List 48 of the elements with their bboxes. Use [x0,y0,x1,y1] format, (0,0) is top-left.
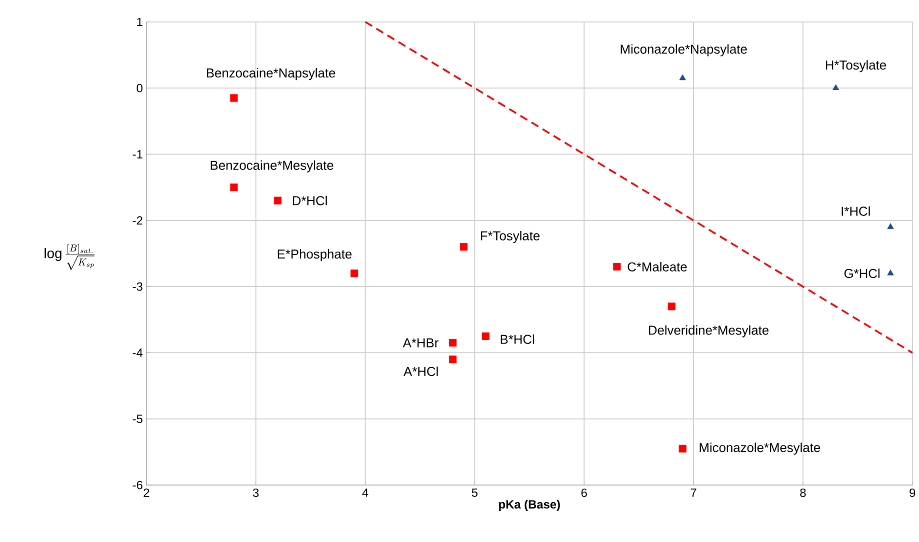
x-tick-label: 6 [581,488,587,498]
x-tick-label: 2 [144,488,150,497]
point [230,94,238,102]
y-axis-title: $\log \frac{[B]_{sat.}}{\sqrt{K_{sp}}}$ [44,244,95,270]
point [832,84,840,90]
annotation: G*HCl [844,268,880,278]
annotation: Benzocaine*Mesylate [210,160,334,172]
x-tick-label: 8 [800,488,806,498]
x-tick-label: 7 [690,488,696,497]
y-tick-label: -3 [132,282,142,291]
point [887,223,894,230]
y-tick-label: 1 [137,18,142,26]
point [482,332,490,340]
point [613,263,621,271]
annotation: Miconazole*Napsylate [620,44,747,56]
x-axis-title: pKa (Base) [499,500,560,512]
y-tick-label: -6 [132,480,142,490]
y-tick-label: -5 [132,414,142,424]
y-tick-label: -4 [132,348,143,357]
annotation: I*HCl [842,206,870,216]
point [460,243,468,251]
y-tick-label: 0 [136,84,142,92]
point [887,270,894,276]
annotation: C*Maleate [628,262,687,272]
x-tick-label: 9 [910,488,916,498]
annotation: B*HCl [500,334,534,344]
annotation: E*Phosphate [278,249,352,262]
annotation: F*Tosylate [480,230,540,243]
point [668,302,676,310]
x-tick-label: 4 [362,488,368,497]
point [350,270,358,278]
point [679,74,686,80]
point [274,196,282,204]
point [449,339,457,347]
annotation: A*HCl [404,366,438,376]
point [678,444,686,453]
annotation: H*Tosylate [826,60,886,72]
point [230,184,238,192]
point [449,356,457,364]
annotation: Benzocaine*Napsylate [206,68,336,80]
annotation: Miconazole*Mesylate [700,442,820,455]
x-tick-label: 5 [472,488,478,497]
y-tick-label: -1 [132,150,142,158]
annotation: A*HBr [402,338,438,348]
x-tick-label: 3 [252,488,259,498]
y-tick-label: -2 [132,216,142,225]
annotation: Delveridine*Mesylate [648,325,768,338]
annotation: D*HCl [292,196,327,206]
